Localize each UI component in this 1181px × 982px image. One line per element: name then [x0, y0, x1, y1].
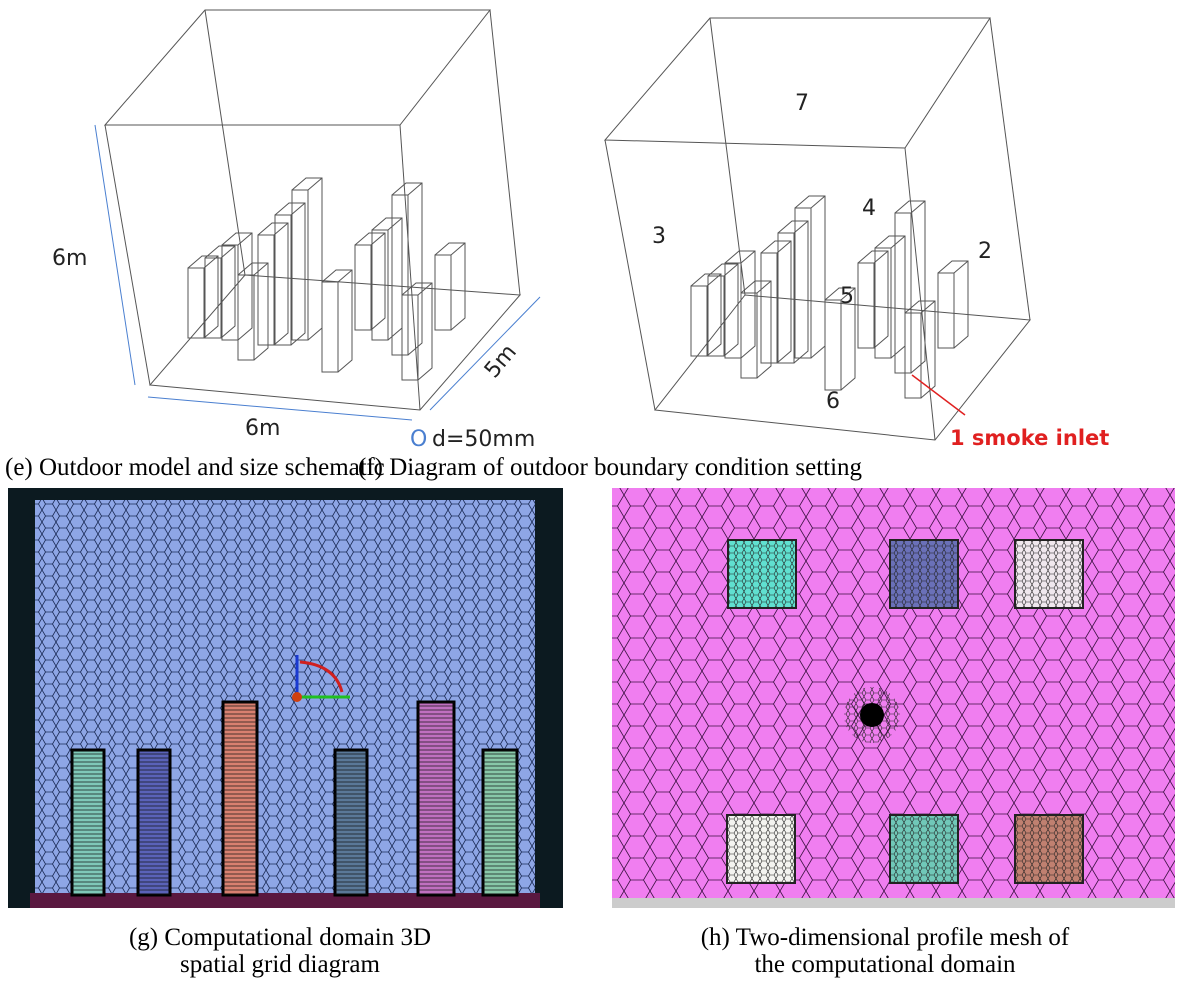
section-mesh	[890, 540, 958, 608]
column	[392, 195, 408, 355]
column-edge	[222, 233, 252, 340]
column-mesh	[72, 750, 104, 895]
section-mesh	[1015, 540, 1083, 608]
column-edge	[371, 233, 385, 245]
column-mesh	[138, 750, 170, 895]
column	[402, 295, 418, 380]
column-edge	[761, 241, 791, 363]
column	[761, 253, 777, 363]
column-edge	[292, 178, 322, 340]
column-edge	[451, 243, 465, 255]
column	[188, 268, 204, 338]
column-edge	[757, 281, 771, 293]
column-edge	[291, 203, 305, 215]
column-edge	[724, 264, 738, 276]
column-edge	[435, 243, 465, 330]
inlet-arrow	[912, 375, 965, 415]
boundary-model	[605, 18, 1030, 440]
column-edge	[388, 218, 402, 230]
width-label: 6m	[245, 416, 280, 441]
column-edge	[418, 283, 432, 295]
section-mesh	[727, 815, 795, 883]
column	[708, 276, 724, 356]
column	[275, 215, 291, 345]
caption: (e) Outdoor model and size schematic	[5, 454, 385, 481]
column-mesh	[335, 750, 367, 895]
section-mesh	[890, 815, 958, 883]
column	[905, 313, 921, 398]
column-edge	[874, 251, 888, 263]
column-edge	[308, 178, 322, 190]
column-edge	[795, 196, 825, 358]
column-edge	[258, 223, 288, 345]
column-edge	[322, 270, 352, 372]
depth-arrow	[430, 297, 540, 410]
grid-2d	[612, 488, 1175, 908]
column	[355, 245, 371, 330]
column-edge	[275, 203, 305, 345]
column-edge	[338, 270, 352, 282]
column-edge	[778, 221, 808, 363]
outdoor-model	[105, 10, 520, 410]
column-edge	[408, 183, 422, 195]
boundary-label: 2	[978, 239, 992, 264]
column-edge	[372, 218, 402, 340]
column-edge	[905, 301, 935, 398]
column	[875, 248, 891, 358]
column	[435, 255, 451, 330]
column-edge	[858, 251, 888, 348]
caption: (g) Computational domain 3D	[129, 924, 431, 951]
height-label: 6m	[52, 246, 87, 271]
boundary-label: 3	[652, 224, 666, 249]
caption: (h) Two-dimensional profile mesh of	[701, 924, 1070, 951]
boundary-label: 5	[840, 284, 854, 309]
column-edge	[741, 251, 755, 263]
figure: 6m 6m 5m O d=50mm (e) Outdoor model and …	[0, 0, 1181, 982]
column-mesh	[483, 750, 517, 895]
column	[205, 258, 221, 338]
column-edge	[891, 236, 905, 248]
section-mesh	[1015, 815, 1083, 883]
boundary-label: 7	[795, 91, 809, 116]
grid-3d	[8, 488, 563, 908]
caption: spatial grid diagram	[180, 951, 380, 978]
column	[322, 282, 338, 372]
column-edge	[938, 261, 968, 348]
column-edge	[274, 223, 288, 235]
column-edge	[238, 233, 252, 245]
column-edge	[725, 251, 755, 358]
column	[938, 273, 954, 348]
column-mesh	[418, 702, 454, 895]
column	[825, 300, 841, 390]
depth-label: 5m	[480, 340, 522, 383]
section-mesh	[728, 540, 796, 608]
column-edge	[954, 261, 968, 273]
column-edge	[355, 233, 385, 330]
diameter-label: d=50mm	[432, 427, 535, 452]
column	[691, 286, 707, 356]
boundary-label: 4	[862, 196, 876, 221]
column	[895, 213, 911, 373]
inlet-label: 1 smoke inlet	[950, 426, 1109, 450]
column	[258, 235, 274, 345]
column-edge	[254, 263, 268, 275]
boundary-label: 6	[826, 389, 840, 414]
height-arrow	[95, 125, 135, 385]
origin-label: O	[410, 427, 427, 452]
column-edge	[875, 236, 905, 358]
column-edge	[777, 241, 791, 253]
caption: the computational domain	[754, 951, 1016, 978]
column-edge	[794, 221, 808, 233]
column-edge	[811, 196, 825, 208]
column-mesh	[223, 702, 257, 895]
caption: (f) Diagram of outdoor boundary conditio…	[358, 454, 863, 481]
column-edge	[911, 201, 925, 213]
column-edge	[221, 246, 235, 258]
